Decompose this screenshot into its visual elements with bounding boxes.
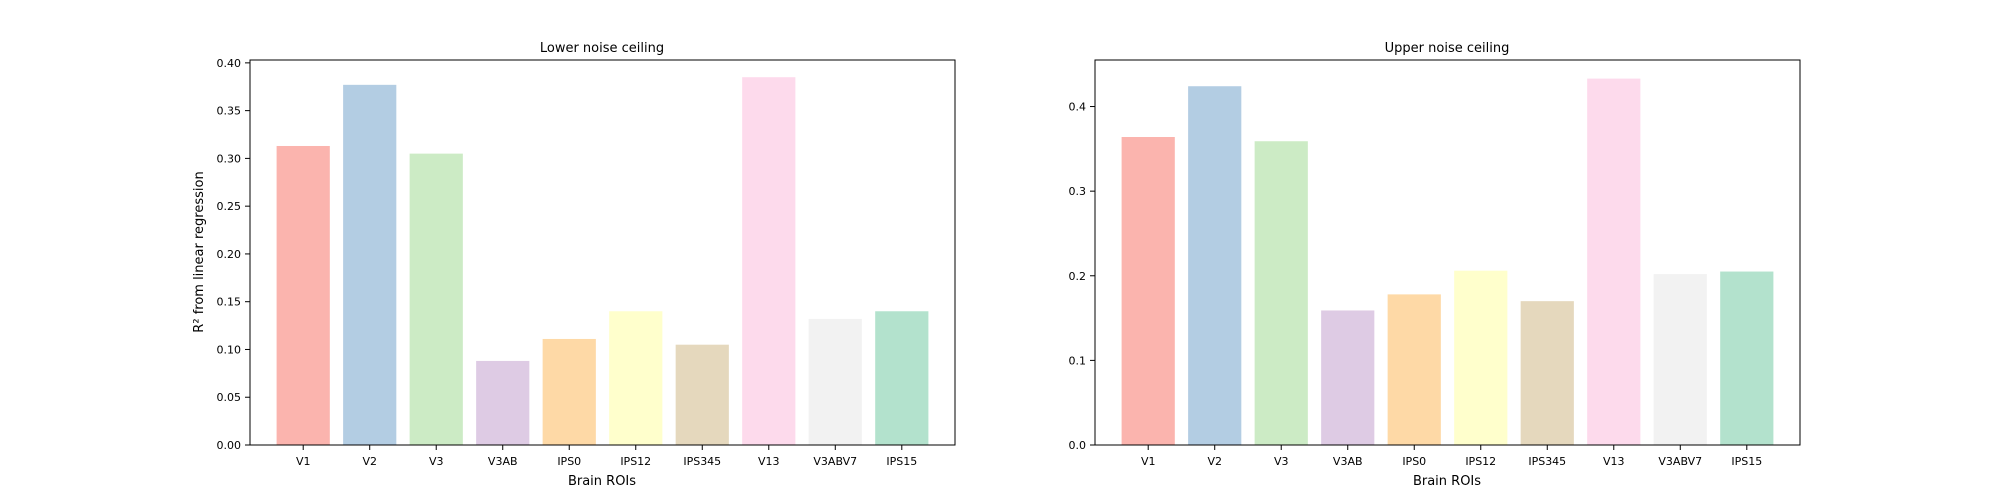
bar-v3ab xyxy=(1321,310,1375,445)
y-tick-label: 0.2 xyxy=(1069,270,1087,283)
x-tick-label: IPS15 xyxy=(1731,455,1762,468)
x-tick-label: V3AB xyxy=(488,455,518,468)
y-tick-label: 0.05 xyxy=(217,391,242,404)
x-tick-label: V13 xyxy=(1603,455,1625,468)
chart-title: Lower noise ceiling xyxy=(540,41,664,56)
y-tick-label: 0.30 xyxy=(217,152,242,165)
x-tick-label: IPS0 xyxy=(557,455,581,468)
x-tick-label: V1 xyxy=(296,455,311,468)
y-tick-label: 0.1 xyxy=(1069,354,1087,367)
bar-v3abv7 xyxy=(1653,274,1707,445)
x-tick-label: V2 xyxy=(362,455,377,468)
x-tick-label: V3AB xyxy=(1333,455,1363,468)
x-tick-label: V3 xyxy=(1274,455,1289,468)
bar-ips15 xyxy=(1720,271,1774,445)
y-tick-label: 0.15 xyxy=(217,296,242,309)
y-axis-label: R² from linear regression xyxy=(192,171,207,332)
x-axis-label: Brain ROIs xyxy=(568,474,636,489)
y-tick-label: 0.40 xyxy=(217,57,242,70)
bar-ips345 xyxy=(1520,301,1574,445)
bar-v3 xyxy=(1254,141,1308,445)
x-tick-label: V3ABV7 xyxy=(813,455,857,468)
y-tick-label: 0.20 xyxy=(217,248,242,261)
bar-v2 xyxy=(343,84,397,445)
x-tick-label: IPS345 xyxy=(1528,455,1566,468)
x-tick-label: IPS12 xyxy=(1465,455,1496,468)
bar-v3ab xyxy=(476,360,530,445)
y-tick-label: 0.10 xyxy=(217,343,242,356)
x-tick-label: IPS15 xyxy=(886,455,917,468)
axes-frame xyxy=(1094,59,1801,446)
y-tick-label: 0.3 xyxy=(1069,185,1087,198)
x-tick-label: IPS12 xyxy=(620,455,651,468)
y-tick-label: 0.25 xyxy=(217,200,242,213)
bar-v1 xyxy=(276,145,330,445)
bar-ips12 xyxy=(1454,270,1508,445)
bar-ips15 xyxy=(875,311,929,445)
x-tick-label: V3ABV7 xyxy=(1658,455,1702,468)
x-tick-label: V2 xyxy=(1207,455,1222,468)
y-tick-label: 0.35 xyxy=(217,105,242,118)
x-tick-label: IPS0 xyxy=(1402,455,1426,468)
x-tick-label: V13 xyxy=(758,455,780,468)
bar-v3 xyxy=(409,153,463,445)
y-tick-label: 0.4 xyxy=(1069,101,1087,114)
bar-ips12 xyxy=(609,311,663,445)
bar-ips0 xyxy=(542,338,596,445)
bar-v13 xyxy=(742,77,796,445)
chart-title: Upper noise ceiling xyxy=(1385,41,1510,56)
bar-v3abv7 xyxy=(808,318,862,445)
x-tick-label: V1 xyxy=(1141,455,1156,468)
bar-v1 xyxy=(1121,137,1175,445)
bar-ips345 xyxy=(675,344,729,445)
x-tick-label: V3 xyxy=(429,455,444,468)
bar-ips0 xyxy=(1387,294,1441,445)
y-tick-label: 0.00 xyxy=(217,439,242,452)
y-tick-label: 0.0 xyxy=(1069,439,1087,452)
x-axis-label: Brain ROIs xyxy=(1413,474,1481,489)
axes-frame xyxy=(249,59,956,446)
bar-v13 xyxy=(1587,78,1641,445)
x-tick-label: IPS345 xyxy=(683,455,721,468)
chart-upper-noise-ceiling: Upper noise ceiling 0.0 0.1 0.2 0.3 0.4 V1 V2… xyxy=(1069,41,1801,489)
bar-v2 xyxy=(1188,86,1242,445)
chart-lower-noise-ceiling: Lower noise ceiling 0.00 0.05 0.10 0.15 0.20… xyxy=(192,41,956,489)
